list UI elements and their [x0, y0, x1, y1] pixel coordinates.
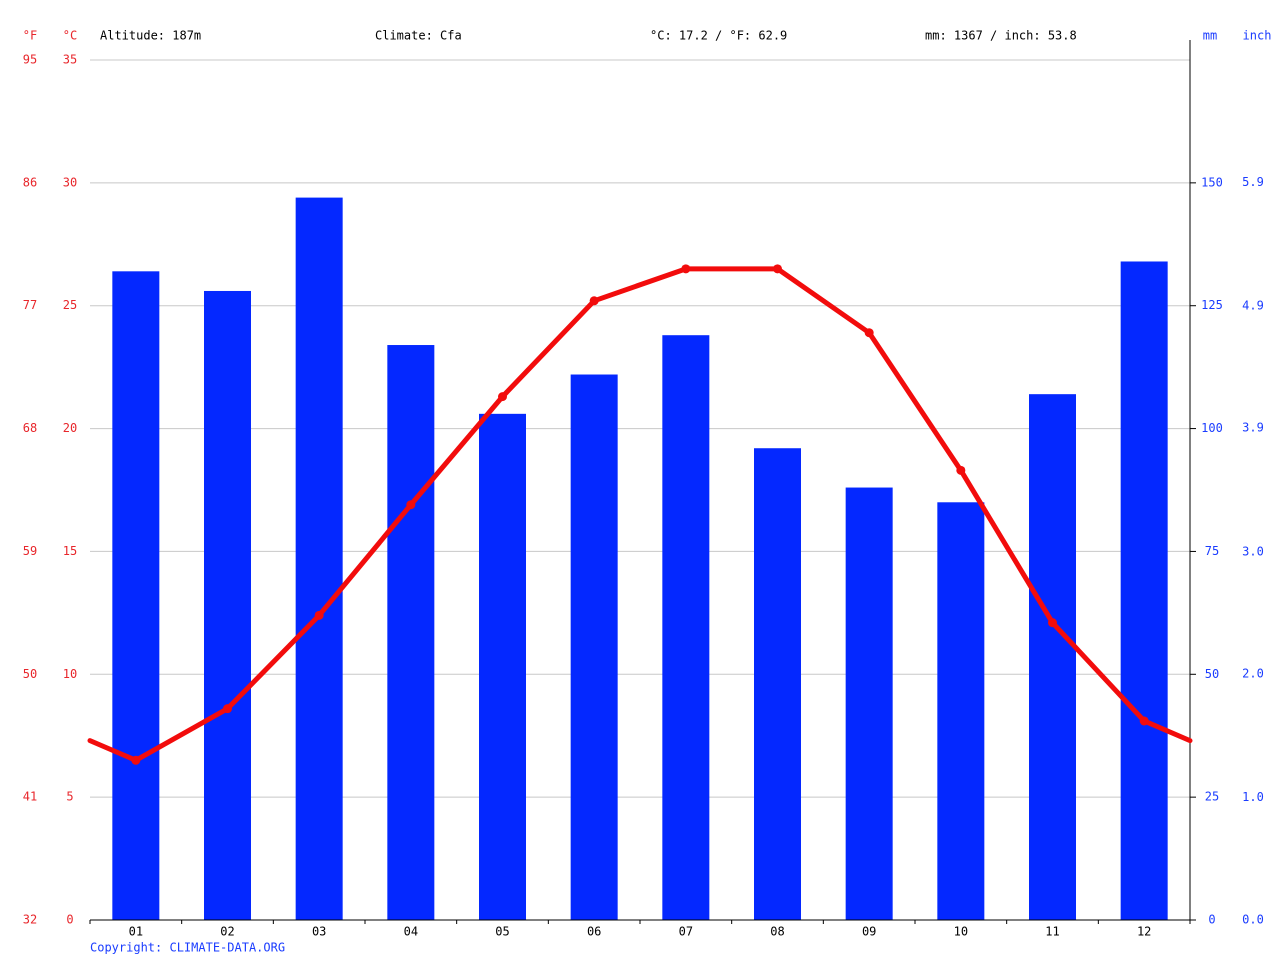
- c-tick-label: 15: [63, 544, 77, 558]
- mm-tick-label: 125: [1201, 298, 1223, 312]
- f-tick-label: 32: [23, 913, 37, 927]
- f-tick-label: 59: [23, 544, 37, 558]
- x-tick-label: 01: [129, 925, 143, 939]
- mm-tick-label: 100: [1201, 421, 1223, 435]
- temperature-point: [223, 704, 232, 714]
- temperature-point: [956, 465, 966, 475]
- temperature-point: [864, 328, 874, 338]
- c-tick-label: 25: [63, 298, 77, 312]
- x-tick-label: 12: [1137, 925, 1151, 939]
- f-tick-label: 68: [23, 421, 37, 435]
- x-tick-label: 03: [312, 925, 326, 939]
- inch-tick-label: 2.0: [1242, 667, 1264, 681]
- bar: [479, 413, 526, 920]
- mm-tick-label: 0: [1208, 913, 1215, 927]
- altitude: Altitude: 187m: [100, 29, 201, 43]
- inch-unit: inch: [1243, 29, 1272, 43]
- temperature-point: [1139, 716, 1149, 726]
- mm-tick-label: 50: [1205, 667, 1219, 681]
- bar: [204, 290, 251, 920]
- line-wrap: [87, 738, 139, 763]
- temperature-point: [406, 500, 416, 510]
- temperature-point: [131, 755, 141, 765]
- x-tick-label: 08: [770, 925, 784, 939]
- precip-total: mm: 1367 / inch: 53.8: [925, 29, 1077, 43]
- temperature-point: [773, 264, 782, 274]
- c-tick-label: 5: [66, 790, 73, 804]
- bar: [754, 448, 801, 920]
- inch-tick-label: 3.9: [1242, 421, 1264, 435]
- x-tick-label: 09: [862, 925, 876, 939]
- f-tick-label: 50: [23, 667, 37, 681]
- bar: [295, 197, 343, 921]
- temperature-point: [589, 296, 599, 306]
- inch-tick-label: 4.9: [1242, 298, 1264, 312]
- copyright: Copyright: CLIMATE-DATA.ORG: [90, 941, 285, 955]
- x-tick-label: 05: [495, 925, 509, 939]
- inch-tick-label: 3.0: [1242, 544, 1264, 558]
- temp-mean: °C: 17.2 / °F: 62.9: [650, 29, 787, 43]
- f-tick-label: 41: [23, 790, 37, 804]
- c-tick-label: 20: [63, 421, 77, 435]
- temperature-point: [314, 610, 324, 620]
- f-unit: °F: [23, 29, 37, 43]
- mm-unit: mm: [1203, 29, 1217, 43]
- inch-tick-label: 0.0: [1242, 913, 1264, 927]
- bar: [845, 487, 893, 920]
- climate: Climate: Cfa: [375, 29, 462, 43]
- temperature-point: [498, 392, 507, 402]
- x-tick-label: 07: [679, 925, 693, 939]
- x-tick-label: 11: [1045, 925, 1059, 939]
- line-wrap: [1141, 718, 1193, 744]
- inch-tick-label: 1.0: [1242, 790, 1264, 804]
- c-tick-label: 10: [63, 667, 77, 681]
- mm-tick-label: 75: [1205, 544, 1219, 558]
- temperature-point: [1048, 618, 1057, 628]
- inch-tick-label: 5.9: [1242, 175, 1264, 189]
- bar: [387, 345, 435, 920]
- bar: [112, 271, 160, 920]
- bar: [1029, 394, 1076, 921]
- bar: [570, 374, 618, 920]
- f-tick-label: 95: [23, 53, 37, 67]
- c-unit: °C: [63, 29, 77, 43]
- x-tick-label: 04: [404, 925, 418, 939]
- x-tick-label: 10: [954, 925, 968, 939]
- f-tick-label: 77: [23, 298, 37, 312]
- bar: [937, 502, 985, 920]
- c-tick-label: 30: [63, 175, 77, 189]
- temperature-point: [681, 264, 691, 274]
- bar: [1120, 261, 1168, 920]
- x-tick-label: 02: [220, 925, 234, 939]
- f-tick-label: 86: [23, 175, 37, 189]
- c-tick-label: 35: [63, 53, 77, 67]
- c-tick-label: 0: [66, 913, 73, 927]
- x-tick-label: 06: [587, 925, 601, 939]
- bar: [662, 335, 710, 920]
- temperature-line: [134, 266, 1146, 763]
- mm-tick-label: 25: [1205, 790, 1219, 804]
- mm-tick-label: 150: [1201, 175, 1223, 189]
